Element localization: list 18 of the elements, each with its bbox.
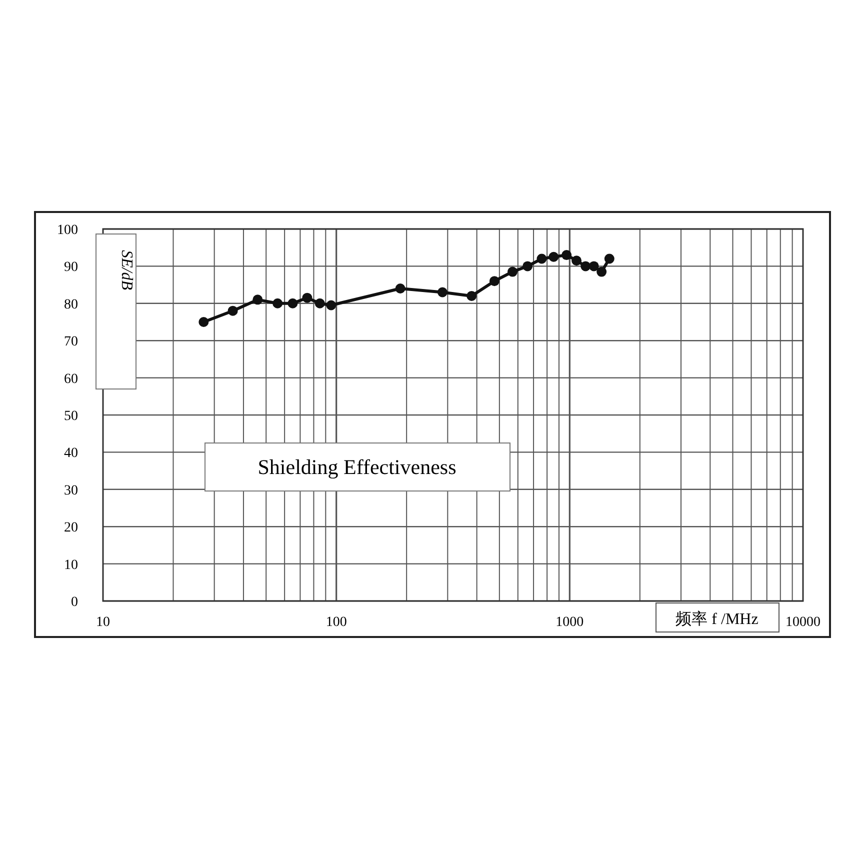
y-tick-label: 50 <box>64 409 78 424</box>
y-tick-label: 40 <box>64 446 78 462</box>
y-tick-label: 90 <box>64 260 78 276</box>
y-tick-label: 70 <box>64 334 78 350</box>
text: Shielding Effectiveness <box>258 455 456 479</box>
y-tick-label: 10 <box>64 558 78 573</box>
y-tick-label: 30 <box>64 483 78 498</box>
x-tick-label: 10000 <box>786 615 820 630</box>
x-tick-label: 10 <box>96 615 110 630</box>
y-tick-label: 0 <box>71 595 78 610</box>
y-tick-label: 80 <box>64 297 78 312</box>
y-axis-title: SE/dB <box>118 250 135 290</box>
y-tick-label: 60 <box>64 372 78 387</box>
x-tick-label: 1000 <box>556 615 584 630</box>
x-axis-title: 频率 f /MHz <box>676 610 758 628</box>
y-tick-label: 20 <box>64 520 78 536</box>
x-tick-label: 100 <box>326 615 347 630</box>
y-tick-label: 100 <box>57 223 78 238</box>
